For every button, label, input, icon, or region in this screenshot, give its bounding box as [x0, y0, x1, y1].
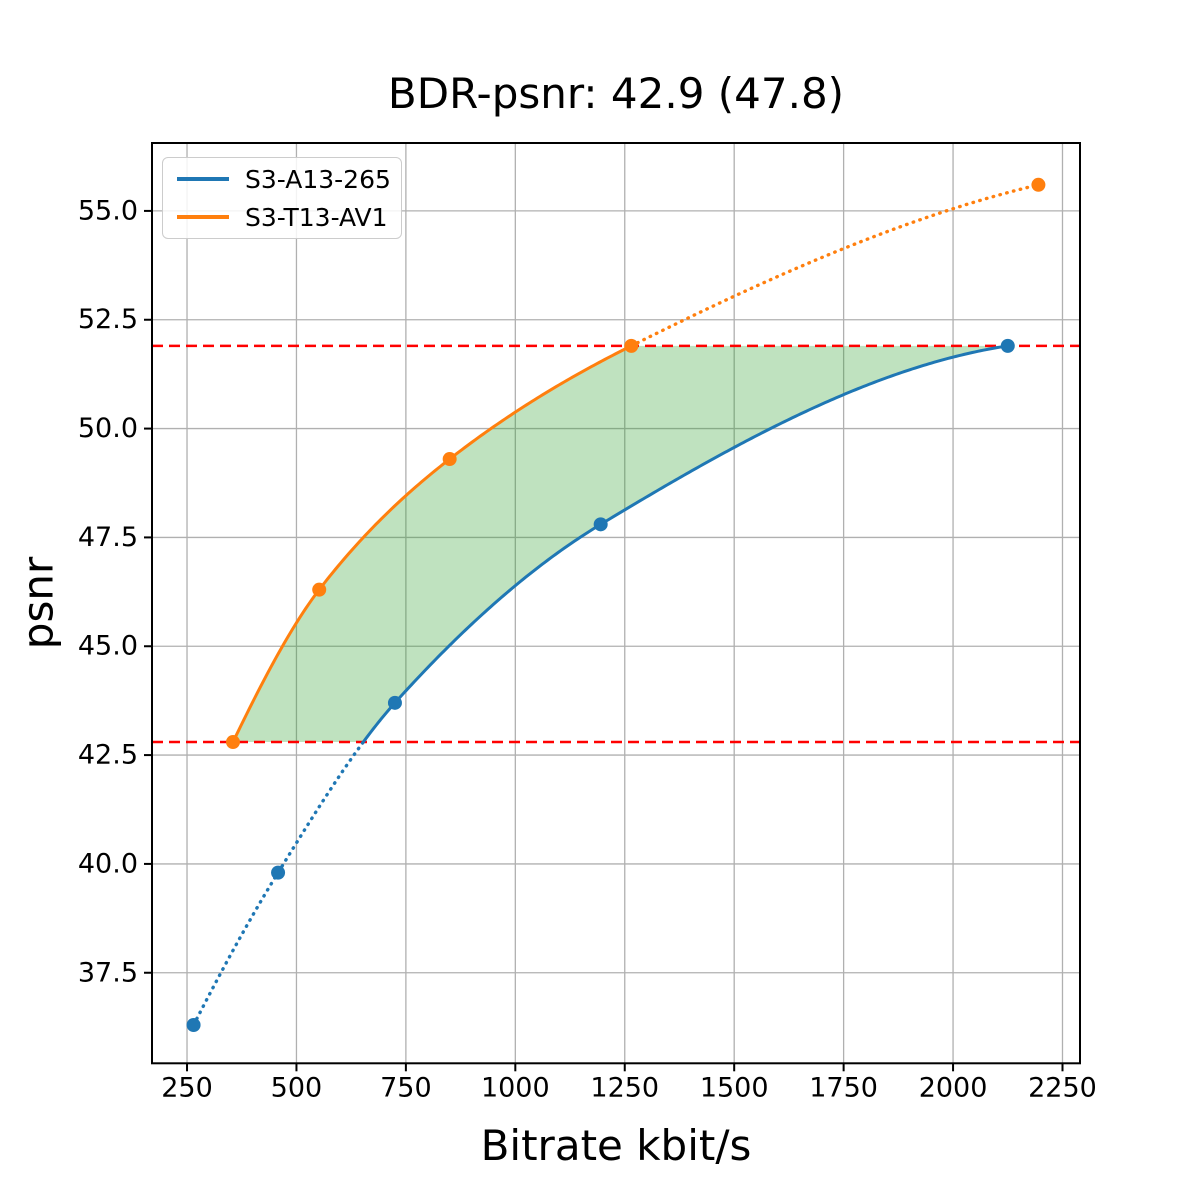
y-tick-label: 52.5 [78, 304, 138, 335]
x-tick-label: 1750 [809, 1073, 878, 1104]
x-tick-label: 500 [271, 1073, 323, 1104]
legend-item-s3-a13-265: S3-A13-265 [177, 165, 391, 194]
legend-label: S3-A13-265 [245, 164, 391, 194]
legend: S3-A13-265 S3-T13-AV1 [162, 157, 402, 239]
legend-label: S3-T13-AV1 [245, 202, 388, 232]
y-tick-label: 42.5 [78, 740, 138, 771]
y-tick-label: 47.5 [78, 522, 138, 553]
y-tick-label: 50.0 [78, 413, 138, 444]
chart-title: BDR-psnr: 42.9 (47.8) [387, 69, 845, 118]
legend-item-s3-t13-av1: S3-T13-AV1 [177, 202, 388, 232]
x-tick-label: 2000 [919, 1073, 988, 1104]
y-tick-label: 37.5 [78, 957, 138, 988]
rd-curve-solid-S3-A13-265 [362, 344, 1008, 743]
data-point-S3-T13-AV1 [1031, 177, 1046, 192]
rd-curve-dotted-S3-T13-AV1 [629, 183, 1041, 348]
legend-line-sample-blue [177, 177, 229, 181]
rd-curve-dotted-S3-A13-265 [191, 740, 366, 1027]
data-point-S3-T13-AV1 [312, 582, 327, 597]
data-point-S3-A13-265 [1000, 338, 1015, 353]
x-tick-label: 1000 [481, 1073, 550, 1104]
y-tick-label: 40.0 [78, 848, 138, 879]
data-point-S3-A13-265 [593, 517, 608, 532]
rd-curve-solid-S3-T13-AV1 [231, 344, 632, 743]
bd-shaded-region [232, 345, 1008, 743]
legend-line-sample-orange [177, 215, 229, 219]
data-point-S3-A13-265 [271, 865, 286, 880]
data-point-S3-T13-AV1 [624, 338, 639, 353]
data-point-S3-T13-AV1 [442, 452, 457, 467]
axes-spines [151, 142, 1081, 1065]
data-point-S3-A13-265 [387, 695, 402, 710]
data-point-S3-A13-265 [186, 1017, 201, 1032]
data-point-S3-T13-AV1 [225, 735, 240, 750]
y-tick-label: 45.0 [78, 631, 138, 662]
x-tick-label: 1500 [700, 1073, 769, 1104]
x-tick-label: 1250 [590, 1073, 659, 1104]
x-tick-label: 2250 [1028, 1073, 1097, 1104]
x-tick-label: 750 [380, 1073, 432, 1104]
y-tick-label: 55.0 [78, 195, 138, 226]
x-tick-label: 250 [161, 1073, 213, 1104]
x-axis-label: Bitrate kbit/s [480, 1121, 752, 1170]
